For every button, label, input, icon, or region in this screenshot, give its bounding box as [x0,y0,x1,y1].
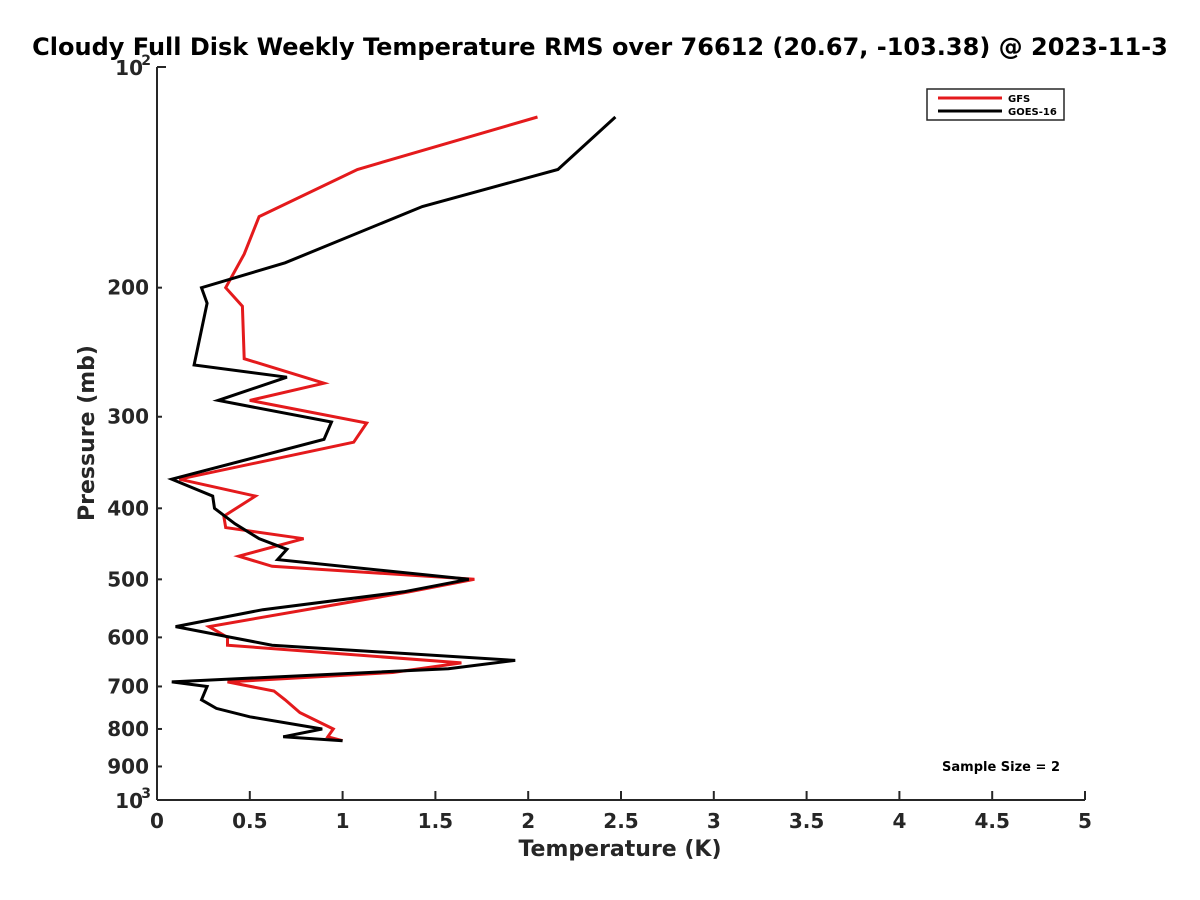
x-tick-label: 3.5 [789,809,824,833]
y-tick-label: 400 [107,496,149,520]
x-axis-label: Temperature (K) [518,837,721,862]
x-tick-label: 2 [521,809,535,833]
y-tick-label: 500 [107,567,149,591]
series-line-goes-16 [167,115,617,743]
x-tick-label: 0 [150,809,164,833]
x-tick-label: 1 [336,809,350,833]
chart-title: Cloudy Full Disk Weekly Temperature RMS … [32,33,1168,61]
y-tick-label: 800 [107,717,149,741]
x-tick-label: 4 [892,809,906,833]
legend-label-goes-16: GOES-16 [1008,107,1057,118]
y-tick-label: 300 [107,405,149,429]
legend: GFS GOES-16 [926,88,1065,121]
y-tick-label: 700 [107,674,149,698]
y-tick-label: 900 [107,754,149,778]
x-tick-label: 5 [1078,809,1092,833]
y-tick-label: 102 [115,53,151,80]
y-tick-base: 10 [115,56,143,80]
x-tick-label: 2.5 [603,809,638,833]
plot-area [167,115,617,743]
axes: 0 0.5 1 1.5 2 2.5 3 3.5 4 4.5 51022003004005006007… [107,53,1092,833]
y-axis-label: Pressure (mb) [75,345,100,521]
y-tick-exponent: 3 [141,786,151,802]
legend-box [926,88,1065,121]
y-tick-label: 103 [115,786,151,813]
y-tick-exponent: 2 [141,53,151,69]
y-tick-base: 10 [115,789,143,813]
x-tick-label: 4.5 [974,809,1009,833]
legend-label-gfs: GFS [1008,94,1030,105]
y-tick-label: 600 [107,625,149,649]
y-tick-label: 200 [107,276,149,300]
x-tick-label: 3 [707,809,721,833]
x-tick-label: 1.5 [418,809,453,833]
series-line-gfs [178,115,538,743]
sample-size-annotation: Sample Size = 2 [942,760,1060,775]
x-tick-label: 0.5 [232,809,267,833]
